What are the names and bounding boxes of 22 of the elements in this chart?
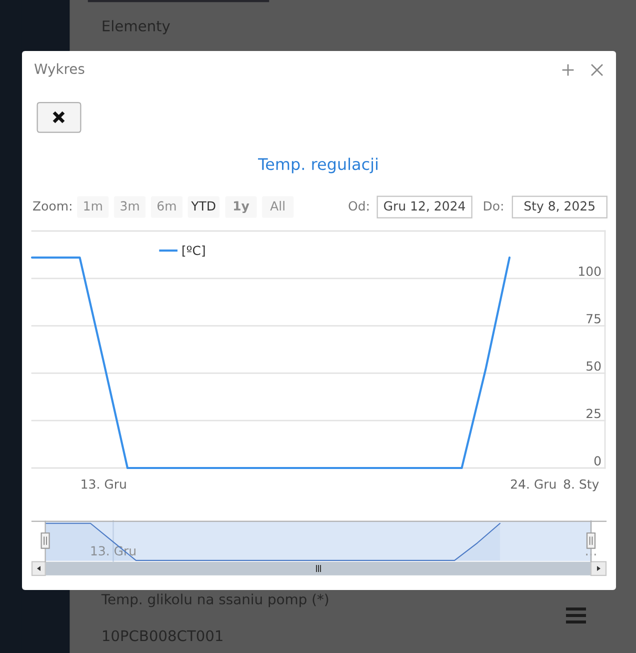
legend-label: [ºC] (182, 245, 205, 257)
text: 3m (120, 201, 139, 211)
y-tick-label: 75 (586, 314, 600, 324)
text: Gru 12, 2024 (384, 201, 465, 212)
text: YTD (191, 201, 216, 210)
text: Sty 8, 2025 (524, 201, 594, 214)
text: Do: (484, 201, 503, 211)
y-tick-label: 0 (594, 456, 601, 466)
text: Wykres (34, 63, 84, 77)
x-tick-label: 8. Sty (564, 479, 599, 492)
chart-title: Temp. regulacji (258, 158, 378, 174)
y-tick-label: 25 (586, 408, 600, 418)
text: All (270, 200, 284, 210)
text: 6m (158, 201, 176, 211)
text: Zoom: (33, 201, 72, 211)
text: Od: (348, 200, 369, 211)
text: 1y (234, 201, 250, 214)
x-tick-label: 24. Gru (510, 479, 556, 489)
text: 1m (84, 201, 102, 210)
x-tick-label: 13. Gru (82, 479, 126, 489)
y-tick-label: 100 (579, 266, 601, 276)
y-tick-label: 50 (586, 361, 601, 371)
